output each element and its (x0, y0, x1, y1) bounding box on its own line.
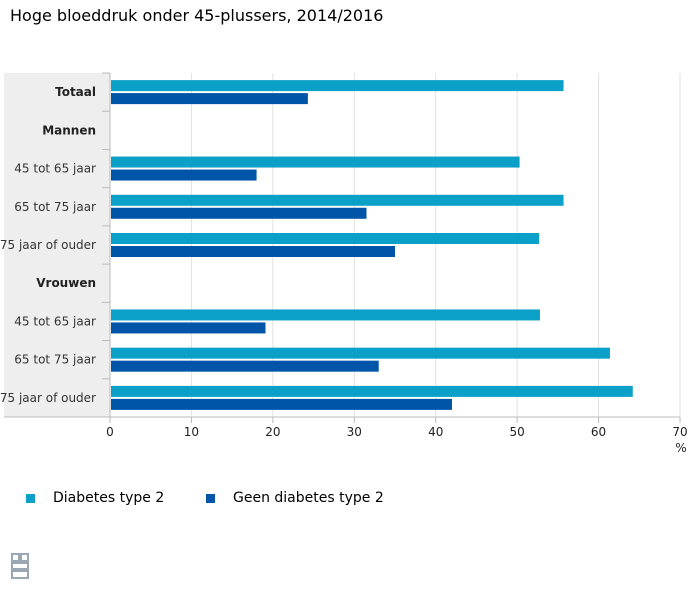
chart-title: Hoge bloeddruk onder 45-plussers, 2014/2… (10, 6, 384, 25)
category-panel (4, 73, 110, 417)
x-tick-label: 50 (510, 425, 525, 439)
legend-swatch-diabetes (26, 493, 35, 503)
category-label: 45 tot 65 jaar (14, 314, 96, 328)
bar-diabetes-type-2 (111, 309, 540, 321)
bar-geen-diabetes-type-2 (111, 169, 257, 181)
x-tick-label: 40 (428, 425, 443, 439)
bar-diabetes-type-2 (111, 347, 610, 359)
bar-diabetes-type-2 (111, 194, 564, 206)
category-label: 65 tot 75 jaar (14, 353, 96, 367)
category-header-label: Vrouwen (36, 276, 96, 290)
bar-diabetes-type-2 (111, 233, 540, 244)
bar-geen-diabetes-type-2 (111, 246, 395, 257)
bar-geen-diabetes-type-2 (111, 93, 308, 105)
x-tick-label: 70 (672, 425, 687, 439)
bar-diabetes-type-2 (111, 156, 520, 168)
legend-label-diabetes: Diabetes type 2 (53, 490, 165, 506)
bar-chart: 0 10 20 30 40 50 60 70% Totaal Mannen 45 tot 65 ja… (0, 72, 688, 455)
bar-geen-diabetes-type-2 (111, 207, 367, 219)
legend-swatch-geen-diabetes (206, 493, 215, 503)
bar-diabetes-type-2 (111, 385, 633, 397)
x-tick-label: 20 (265, 425, 280, 439)
x-tick-label: 60 (591, 425, 606, 439)
legend-item-geen-diabetes[interactable]: Geen diabetes type 2 (206, 490, 384, 506)
legend-item-diabetes[interactable]: Diabetes type 2 (26, 490, 164, 506)
category-label: 45 tot 65 jaar (14, 162, 96, 176)
cbs-logo-icon (10, 552, 30, 584)
x-tick-label: 30 (347, 425, 362, 439)
bar-geen-diabetes-type-2 (111, 322, 266, 334)
category-label: 75 jaar of ouder (0, 391, 96, 405)
category-label: 65 tot 75 jaar (14, 200, 96, 214)
category-header-label: Mannen (42, 123, 96, 137)
category-header-label: Totaal (55, 85, 96, 99)
bar-geen-diabetes-type-2 (111, 398, 452, 410)
x-axis-label: % (675, 441, 686, 455)
x-tick-label: 10 (184, 425, 199, 439)
bar-diabetes-type-2 (111, 80, 564, 92)
bar-geen-diabetes-type-2 (111, 360, 379, 372)
category-label: 75 jaar of ouder (0, 238, 96, 252)
legend-label-geen-diabetes: Geen diabetes type 2 (233, 490, 384, 506)
x-tick-label: 0 (106, 425, 114, 439)
